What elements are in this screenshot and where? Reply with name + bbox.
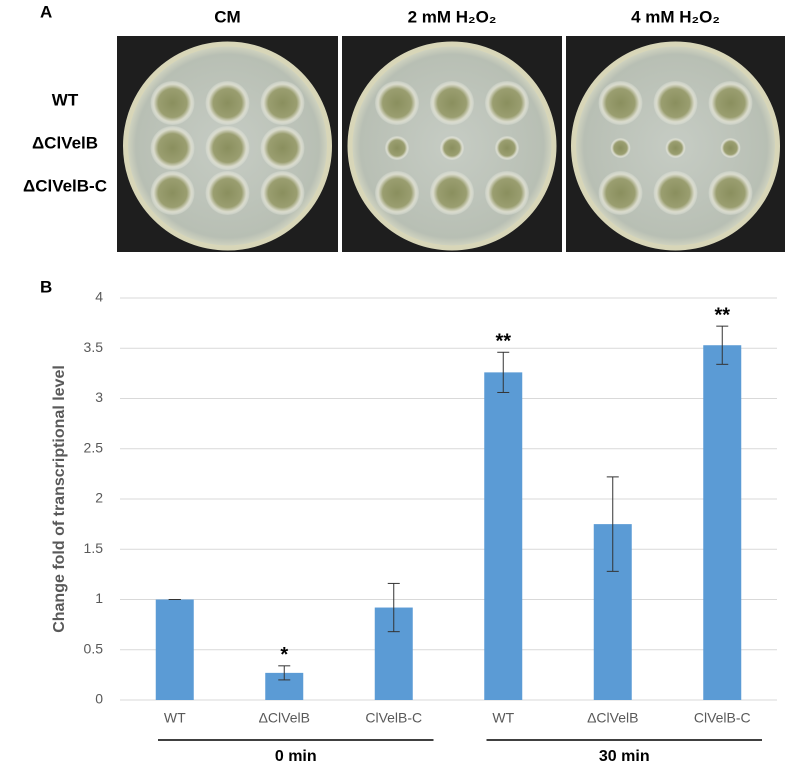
y-tick-label: 1.5 xyxy=(84,540,104,556)
colony xyxy=(205,171,250,215)
row-label: WT xyxy=(52,90,79,109)
y-tick-label: 1 xyxy=(95,590,103,606)
y-tick-label: 2 xyxy=(95,490,103,506)
colony xyxy=(430,171,474,215)
group-label: 0 min xyxy=(275,748,317,765)
colony xyxy=(150,81,195,125)
colony xyxy=(485,171,529,215)
y-axis-label: Change fold of transcriptional level xyxy=(51,365,68,633)
colony xyxy=(205,126,250,170)
error-bar xyxy=(497,351,510,393)
colony xyxy=(150,171,195,215)
colony xyxy=(610,138,631,158)
colony xyxy=(375,171,419,215)
x-tick-label: ClVelB-C xyxy=(365,710,422,726)
y-tick-label: 4 xyxy=(95,289,103,305)
row-label: ΔClVelB xyxy=(32,133,98,152)
error-bar xyxy=(278,665,291,681)
colony xyxy=(720,138,741,158)
colony xyxy=(653,171,698,215)
colony xyxy=(598,171,643,215)
bar xyxy=(703,345,742,700)
column-title: 2 mM H₂O₂ xyxy=(408,7,497,26)
y-tick-label: 0 xyxy=(95,691,103,707)
error-bar xyxy=(716,325,729,365)
x-tick-label: WT xyxy=(492,710,514,726)
colony xyxy=(440,136,464,160)
colony xyxy=(665,138,686,158)
colony xyxy=(260,81,305,125)
row-label: ΔClVelB-C xyxy=(23,176,107,195)
x-tick-label: WT xyxy=(164,710,186,726)
x-tick-label: ClVelB-C xyxy=(694,710,751,726)
colony xyxy=(495,136,519,160)
group-label: 30 min xyxy=(599,748,650,765)
x-tick-label: ΔClVelB xyxy=(587,710,638,726)
colony xyxy=(205,81,250,125)
column-title: CM xyxy=(214,7,240,26)
significance-mark: ** xyxy=(495,331,511,353)
column-title: 4 mM H₂O₂ xyxy=(631,7,720,26)
colony xyxy=(485,81,529,125)
bar xyxy=(484,372,523,700)
y-tick-label: 2.5 xyxy=(84,439,104,455)
error-bar xyxy=(606,476,619,572)
error-bar xyxy=(387,582,400,633)
colony xyxy=(375,81,419,125)
significance-mark: * xyxy=(280,644,288,666)
colony xyxy=(385,136,409,160)
colony xyxy=(598,81,643,125)
colony xyxy=(260,126,305,170)
colony xyxy=(260,171,305,215)
y-tick-label: 3 xyxy=(95,389,103,405)
significance-mark: ** xyxy=(714,304,730,326)
colony xyxy=(150,126,195,170)
colony xyxy=(653,81,698,125)
panel-label: B xyxy=(40,277,52,296)
colony xyxy=(708,81,753,125)
colony xyxy=(430,81,474,125)
panel-label: A xyxy=(40,2,52,21)
bar xyxy=(155,599,194,700)
y-tick-label: 3.5 xyxy=(84,339,104,355)
x-tick-label: ΔClVelB xyxy=(259,710,310,726)
y-tick-label: 0.5 xyxy=(84,640,104,656)
colony xyxy=(708,171,753,215)
